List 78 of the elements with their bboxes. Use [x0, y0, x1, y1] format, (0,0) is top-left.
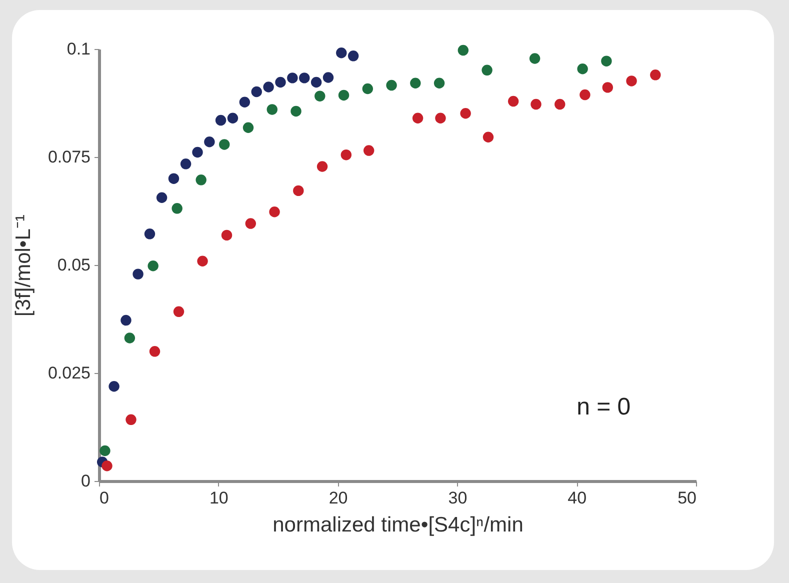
y-tick-label: 0.025 [48, 364, 90, 382]
point [275, 76, 286, 88]
y-tick-label: 0.05 [57, 256, 90, 274]
point [316, 161, 328, 172]
point [314, 90, 326, 102]
point [227, 112, 238, 124]
point [577, 64, 588, 74]
point [434, 78, 445, 88]
point [215, 114, 226, 126]
point [197, 256, 208, 266]
point [290, 106, 302, 117]
y-tick-label: 0.075 [48, 148, 90, 166]
point [338, 90, 350, 101]
point [340, 149, 352, 160]
point [554, 98, 566, 110]
point [102, 460, 112, 472]
point [149, 346, 160, 357]
point [322, 72, 334, 83]
point [172, 203, 182, 214]
x-tick-label: 0 [100, 488, 109, 508]
point [410, 78, 421, 88]
x-axis-title: normalized time•[S4c]ⁿ/min [272, 514, 524, 536]
point [626, 76, 637, 86]
point [245, 218, 256, 229]
x-tick-label: 50 [678, 488, 696, 508]
y-axis-title: [3f]/mol•L⁻¹ [12, 214, 35, 316]
point [482, 64, 492, 76]
point [287, 72, 298, 84]
point [173, 306, 184, 318]
point [126, 414, 136, 426]
x-tick-label: 10 [209, 488, 228, 508]
point [239, 96, 250, 108]
point [362, 83, 374, 94]
point [458, 44, 469, 56]
point [310, 76, 322, 88]
x-tick-label: 40 [568, 488, 587, 508]
point [529, 53, 540, 64]
point [168, 173, 180, 184]
y-tick-label: 0.1 [66, 40, 90, 58]
point [100, 445, 110, 456]
x-tick-label: 20 [328, 488, 348, 508]
point [192, 146, 203, 158]
point [363, 145, 374, 156]
point [124, 332, 136, 344]
point [132, 268, 144, 280]
point [299, 72, 310, 84]
point [204, 136, 215, 148]
point [482, 132, 494, 142]
point [336, 48, 347, 58]
point [263, 82, 274, 92]
point [242, 122, 254, 133]
x-tick-label: 30 [448, 488, 468, 508]
annotation: n = 0 [576, 394, 631, 421]
point [348, 50, 359, 62]
point [196, 174, 206, 186]
point [144, 228, 156, 240]
point [120, 314, 132, 326]
point [530, 98, 542, 110]
point [435, 112, 446, 124]
point [269, 206, 280, 218]
y-tick-label: 0 [81, 472, 90, 490]
point [219, 139, 230, 150]
point [293, 185, 304, 196]
point [386, 80, 397, 91]
point [266, 104, 278, 115]
point [412, 112, 424, 124]
point [221, 230, 232, 241]
point [650, 70, 661, 80]
point [460, 108, 471, 119]
point [602, 82, 614, 93]
point [180, 158, 192, 170]
point [601, 56, 612, 66]
point [148, 260, 158, 272]
point [108, 381, 120, 392]
point [580, 89, 590, 100]
point [251, 86, 262, 98]
point [156, 192, 168, 203]
point [508, 96, 519, 107]
